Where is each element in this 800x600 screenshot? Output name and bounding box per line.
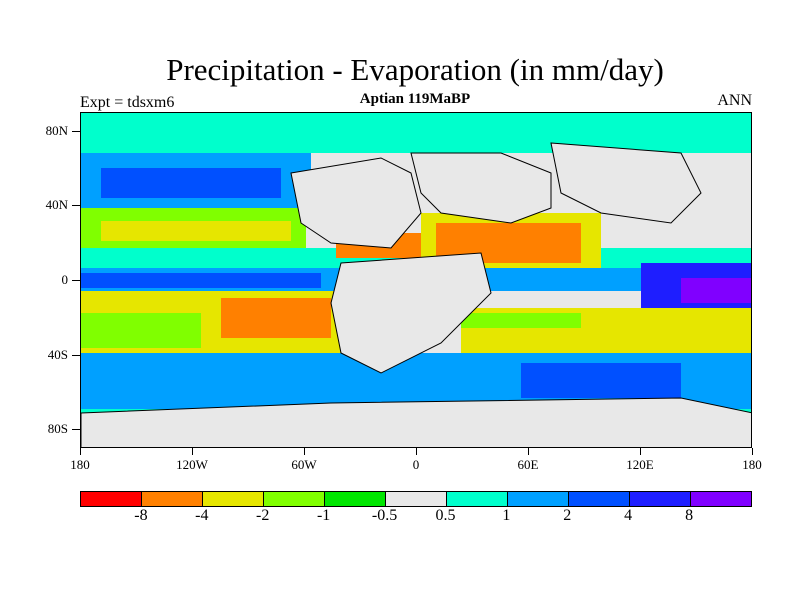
field-itcz-core	[81, 273, 321, 288]
lon-tick-mark	[528, 448, 529, 455]
lon-tick-label: 180	[70, 457, 90, 472]
colorbar-cell	[447, 492, 508, 506]
colorbar-cell	[630, 492, 691, 506]
colorbar	[80, 491, 752, 507]
lon-tick-label: 60W	[291, 457, 317, 472]
colorbar-cell	[142, 492, 203, 506]
continent-south-america-africa	[330, 252, 492, 374]
lat-tick-mark	[72, 130, 80, 132]
lat-tick-mark	[72, 280, 80, 281]
lat-tick-label: 80S	[47, 421, 68, 437]
colorbar-label: 4	[624, 507, 633, 524]
experiment-label: Expt = tdsxm6	[80, 94, 175, 111]
lat-tick-mark	[72, 354, 80, 356]
colorbar-label: 0.5	[435, 507, 456, 524]
lon-tick-mark	[640, 448, 641, 455]
pe-field	[81, 113, 751, 447]
continent-antarctica	[81, 397, 751, 447]
lon-tick-label: 180	[742, 457, 762, 472]
lon-tick-mark	[192, 448, 193, 455]
lon-tick-mark	[752, 448, 753, 455]
field-indian-green	[461, 313, 581, 328]
lat-tick-label: 0	[61, 272, 69, 287]
colorbar-label: -1	[316, 507, 331, 524]
colorbar-label: -2	[256, 507, 270, 524]
continent-europe	[410, 152, 552, 224]
colorbar-cell	[325, 492, 386, 506]
field-north-pacific-core	[101, 168, 281, 198]
season-label: ANN	[717, 92, 752, 109]
lon-tick-mark	[304, 448, 305, 455]
colorbar-cell	[203, 492, 264, 506]
lon-tick-label: 0	[412, 457, 420, 472]
colorbar-cell	[386, 492, 447, 506]
continent-north-america	[290, 157, 422, 249]
lat-tick-label: 40N	[45, 197, 68, 213]
colorbar-cell	[81, 492, 142, 506]
colorbar-label: 2	[563, 507, 572, 524]
colorbar-label: 8	[685, 507, 694, 524]
colorbar-label: -0.5	[371, 507, 398, 524]
colorbar-label: -8	[134, 507, 148, 524]
colorbar-label: -4	[195, 507, 209, 524]
period-subtitle: Aptian 119MaBP	[359, 91, 471, 107]
continent-asia	[550, 142, 702, 224]
field-west-pacific-core	[681, 278, 751, 303]
field-tethys-orange	[436, 223, 581, 263]
lon-tick-mark	[416, 448, 417, 455]
lat-tick-mark	[72, 429, 80, 431]
chart-title: Precipitation - Evaporation (in mm/day)	[166, 52, 664, 87]
field-subtropic-s-green	[81, 313, 201, 348]
field-band-north	[81, 113, 751, 153]
colorbar-cell	[264, 492, 325, 506]
colorbar-label: 1	[502, 507, 511, 524]
lon-tick-mark	[80, 448, 81, 455]
colorbar-cell	[691, 492, 751, 506]
lon-tick-label: 120W	[176, 457, 208, 472]
field-subtropic-n-yellow	[101, 221, 291, 241]
lon-tick-label: 60E	[517, 457, 539, 472]
colorbar-cell	[569, 492, 630, 506]
field-south-storm-core	[521, 363, 681, 398]
lat-tick-label: 40S	[47, 346, 68, 362]
lat-tick-mark	[72, 205, 80, 207]
colorbar-cell	[508, 492, 569, 506]
lon-tick-label: 120E	[626, 457, 654, 472]
pe-map	[80, 112, 752, 448]
field-subtropic-s-orange	[221, 298, 331, 338]
lat-tick-label: 80N	[45, 122, 68, 138]
